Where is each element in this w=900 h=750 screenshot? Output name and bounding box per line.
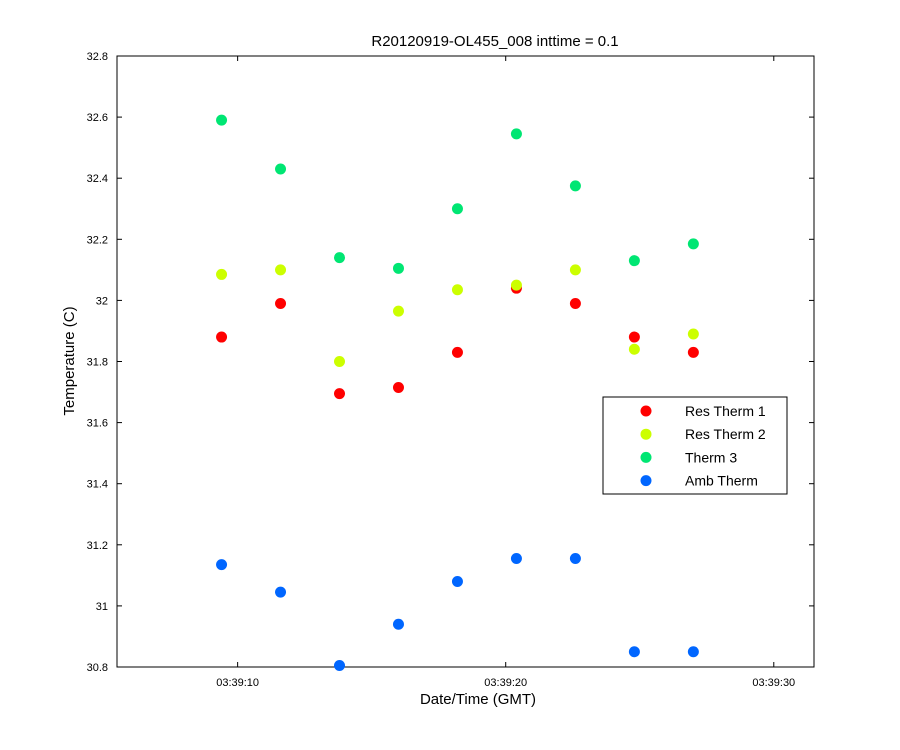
point-amb-therm <box>628 646 640 658</box>
point-res-therm-2 <box>451 284 463 296</box>
point-res-therm-2 <box>510 279 522 291</box>
point-res-therm-1 <box>687 346 699 358</box>
x-tick-label: 03:39:20 <box>484 677 527 689</box>
legend-marker-therm-3 <box>640 451 652 463</box>
y-tick-label: 32.2 <box>87 234 108 246</box>
y-tick-label: 32.6 <box>87 112 108 124</box>
point-res-therm-2 <box>334 356 346 367</box>
point-res-therm-2 <box>569 264 581 276</box>
point-therm-3 <box>451 203 463 215</box>
y-tick-label: 31.6 <box>87 418 108 430</box>
point-res-therm-1 <box>392 381 404 393</box>
chart-title: R20120919-OL455_008 inttime = 0.1 <box>371 33 618 50</box>
point-res-therm-1 <box>275 297 287 309</box>
point-res-therm-1 <box>451 346 463 358</box>
point-res-therm-2 <box>216 268 228 280</box>
legend: Res Therm 1 Res Therm 2 Therm 3 Amb Therm <box>602 396 788 495</box>
x-axis-ticks: 03:39:10 03:39:20 03:39:30 <box>216 56 795 689</box>
y-tick-label: 31.4 <box>87 479 108 491</box>
point-amb-therm <box>275 586 287 598</box>
y-tick-label: 32.4 <box>87 173 108 185</box>
y-axis-ticks: 30.8 31 31.2 31.4 31.6 31.8 32 32.2 32.4 32.6 32.8 <box>87 51 814 674</box>
y-tick-label: 31.2 <box>87 540 108 552</box>
legend-marker-res-therm-2 <box>640 428 652 440</box>
point-therm-3 <box>569 180 581 192</box>
point-amb-therm <box>392 618 404 630</box>
point-res-therm-1 <box>628 331 640 343</box>
point-amb-therm <box>334 659 346 671</box>
data-points <box>216 114 699 671</box>
point-res-therm-2 <box>687 328 699 340</box>
y-tick-label: 30.8 <box>87 662 108 674</box>
legend-label-amb-therm: Amb Therm <box>685 473 758 489</box>
point-res-therm-2 <box>628 343 640 355</box>
point-res-therm-1 <box>334 388 346 400</box>
legend-marker-amb-therm <box>640 475 652 487</box>
y-axis-label: Temperature (C) <box>61 306 78 415</box>
point-therm-3 <box>216 114 228 126</box>
point-amb-therm <box>687 646 699 658</box>
x-axis-label: Date/Time (GMT) <box>420 691 536 708</box>
y-tick-label: 32 <box>96 295 108 307</box>
point-therm-3 <box>392 262 404 274</box>
point-therm-3 <box>687 238 699 250</box>
point-res-therm-1 <box>569 297 581 309</box>
point-res-therm-2 <box>275 264 287 276</box>
point-amb-therm <box>510 553 522 565</box>
legend-box <box>602 396 788 495</box>
point-amb-therm <box>216 559 228 571</box>
legend-label-res-therm-2: Res Therm 2 <box>685 426 766 442</box>
point-amb-therm <box>569 553 581 565</box>
point-res-therm-2 <box>392 305 404 317</box>
legend-label-therm-3: Therm 3 <box>685 449 737 465</box>
legend-marker-res-therm-1 <box>640 405 652 417</box>
y-tick-label: 32.8 <box>87 51 108 63</box>
plot-area-group: 30.8 31 31.2 31.4 31.6 31.8 32 32.2 32.4 32.6 32.8… <box>87 51 815 689</box>
point-therm-3 <box>275 163 287 175</box>
x-tick-label: 03:39:30 <box>752 677 795 689</box>
y-tick-label: 31 <box>96 601 108 613</box>
y-tick-label: 31.8 <box>87 357 108 369</box>
point-amb-therm <box>451 575 463 587</box>
point-therm-3 <box>334 252 346 264</box>
axes-box <box>116 55 815 668</box>
x-tick-label: 03:39:10 <box>216 677 259 689</box>
point-res-therm-1 <box>216 331 228 343</box>
point-therm-3 <box>628 255 640 267</box>
legend-label-res-therm-1: Res Therm 1 <box>685 403 766 419</box>
point-therm-3 <box>510 128 522 140</box>
